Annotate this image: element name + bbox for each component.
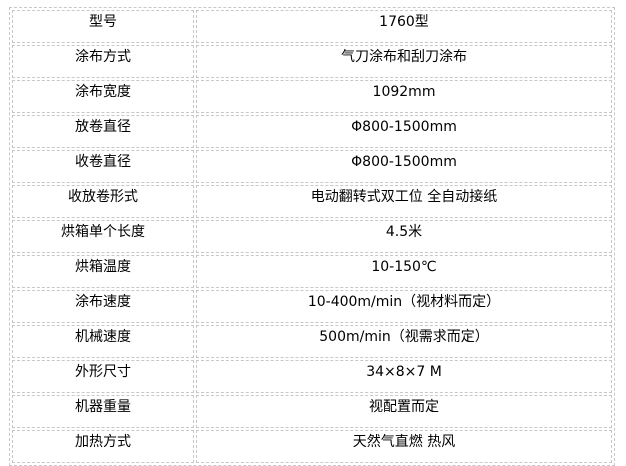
spec-label: 型号 — [12, 10, 194, 43]
spec-value: 1092mm — [196, 80, 612, 113]
table-row: 涂布宽度 1092mm — [12, 80, 612, 113]
spec-label: 放卷直径 — [12, 115, 194, 148]
table-row: 机器重量 视配置而定 — [12, 395, 612, 428]
spec-value: 天然气直燃 热风 — [196, 430, 612, 463]
spec-value: 4.5米 — [196, 220, 612, 253]
spec-label: 机械速度 — [12, 325, 194, 358]
table-row: 收放卷形式 电动翻转式双工位 全自动接纸 — [12, 185, 612, 218]
spec-value: 500m/min（视需求而定） — [196, 325, 612, 358]
spec-value: 1760型 — [196, 10, 612, 43]
table-row: 涂布速度 10-400m/min（视材料而定） — [12, 290, 612, 323]
table-row: 烘箱单个长度 4.5米 — [12, 220, 612, 253]
spec-label: 烘箱单个长度 — [12, 220, 194, 253]
spec-label: 烘箱温度 — [12, 255, 194, 288]
table-row: 机械速度 500m/min（视需求而定） — [12, 325, 612, 358]
spec-value: 34×8×7 M — [196, 360, 612, 393]
spec-label: 涂布宽度 — [12, 80, 194, 113]
spec-value: 电动翻转式双工位 全自动接纸 — [196, 185, 612, 218]
spec-label: 涂布速度 — [12, 290, 194, 323]
spec-value: Φ800-1500mm — [196, 115, 612, 148]
spec-label: 加热方式 — [12, 430, 194, 463]
table-row: 加热方式 天然气直燃 热风 — [12, 430, 612, 463]
spec-label: 机器重量 — [12, 395, 194, 428]
spec-value: 10-400m/min（视材料而定） — [196, 290, 612, 323]
spec-table: 型号 1760型 涂布方式 气刀涂布和刮刀涂布 涂布宽度 1092mm 放卷直径 Φ800-1… — [9, 7, 615, 466]
spec-label: 收放卷形式 — [12, 185, 194, 218]
spec-value: 气刀涂布和刮刀涂布 — [196, 45, 612, 78]
table-row: 外形尺寸 34×8×7 M — [12, 360, 612, 393]
spec-value: Φ800-1500mm — [196, 150, 612, 183]
table-row: 收卷直径 Φ800-1500mm — [12, 150, 612, 183]
table-row: 型号 1760型 — [12, 10, 612, 43]
table-row: 涂布方式 气刀涂布和刮刀涂布 — [12, 45, 612, 78]
spec-value: 视配置而定 — [196, 395, 612, 428]
spec-value: 10-150℃ — [196, 255, 612, 288]
table-row: 烘箱温度 10-150℃ — [12, 255, 612, 288]
table-row: 放卷直径 Φ800-1500mm — [12, 115, 612, 148]
spec-label: 涂布方式 — [12, 45, 194, 78]
spec-label: 收卷直径 — [12, 150, 194, 183]
spec-label: 外形尺寸 — [12, 360, 194, 393]
